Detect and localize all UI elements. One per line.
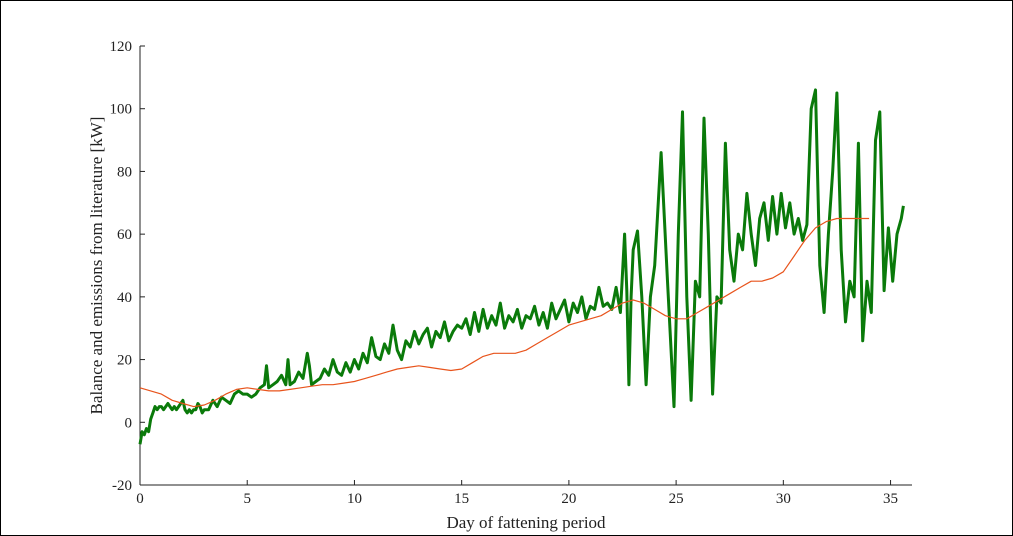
series-line-balance bbox=[138, 88, 905, 445]
x-tick-label: 15 bbox=[454, 491, 469, 507]
series-line-literature bbox=[139, 217, 870, 408]
x-tick-label: 20 bbox=[561, 491, 576, 507]
y-tick-label: 0 bbox=[125, 415, 133, 431]
axes bbox=[139, 45, 912, 486]
x-tick-label: 25 bbox=[669, 491, 684, 507]
y-tick-label: 40 bbox=[117, 290, 132, 306]
y-tick-label: 80 bbox=[117, 164, 132, 180]
series-lines bbox=[138, 88, 905, 445]
x-tick-label: 30 bbox=[776, 491, 791, 507]
x-tick-label: 35 bbox=[883, 491, 898, 507]
x-tick-label: 5 bbox=[243, 491, 251, 507]
y-axis-label: Balance and emissions from literature [k… bbox=[87, 117, 106, 415]
y-tick-label: -20 bbox=[112, 478, 132, 494]
y-tick-label: 100 bbox=[110, 102, 133, 118]
y-tick-label: 60 bbox=[117, 227, 132, 243]
x-tick-label: 10 bbox=[347, 491, 362, 507]
y-tick-label: 120 bbox=[110, 39, 133, 55]
x-tick-label: 0 bbox=[136, 491, 144, 507]
y-tick-label: 20 bbox=[117, 353, 132, 369]
x-axis-label: Day of fattening period bbox=[446, 513, 606, 532]
